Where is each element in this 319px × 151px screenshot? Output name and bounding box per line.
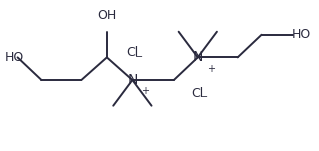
Text: N: N bbox=[127, 73, 137, 87]
Text: −: − bbox=[135, 52, 143, 62]
Text: Cl: Cl bbox=[126, 46, 138, 59]
Text: N: N bbox=[193, 50, 203, 64]
Text: HO: HO bbox=[292, 28, 311, 41]
Text: OH: OH bbox=[97, 9, 116, 22]
Text: Cl: Cl bbox=[191, 87, 204, 100]
Text: −: − bbox=[200, 92, 208, 102]
Text: HO: HO bbox=[5, 51, 24, 64]
Text: +: + bbox=[141, 86, 149, 96]
Text: +: + bbox=[206, 64, 215, 74]
